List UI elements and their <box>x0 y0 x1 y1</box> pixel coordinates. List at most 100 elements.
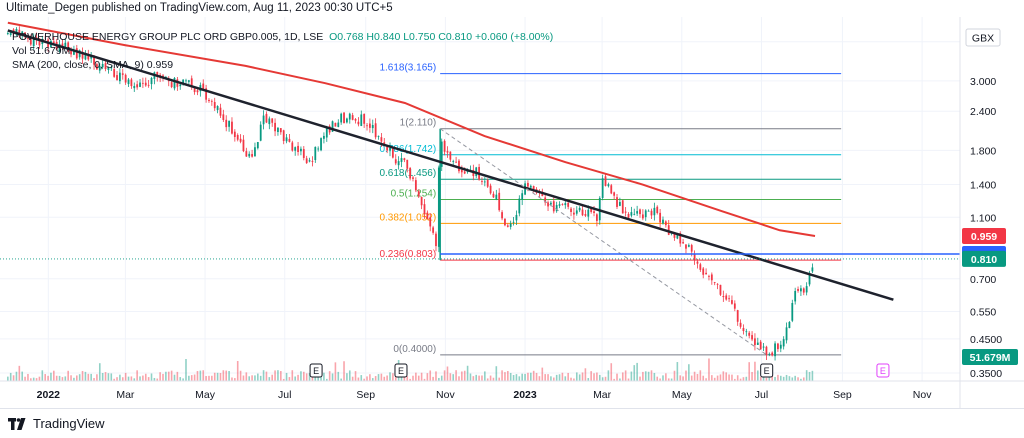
volume-bar <box>676 362 679 381</box>
volume-bar <box>711 375 713 381</box>
volume-bar <box>87 373 90 381</box>
volume-bar <box>463 370 466 381</box>
candle-body <box>107 67 110 70</box>
volume-bar <box>630 371 633 381</box>
volume-bar <box>179 377 182 381</box>
x-tick-label: May <box>672 389 693 401</box>
candle-body <box>751 335 753 340</box>
currency-label: GBX <box>972 33 994 45</box>
candle-body <box>613 192 616 196</box>
candle-body <box>440 141 443 167</box>
candle-body <box>587 209 590 217</box>
volume-bar <box>294 376 296 381</box>
volume-bar <box>797 377 799 381</box>
volume-bar <box>35 378 38 381</box>
volume-bar <box>162 373 164 381</box>
volume-bar <box>334 362 337 381</box>
volume-bar <box>509 372 512 381</box>
volume-bar <box>690 375 693 381</box>
volume-bar <box>811 370 814 381</box>
volume-bar <box>409 378 411 381</box>
x-tick-label: Jul <box>278 389 291 401</box>
volume-bar <box>417 375 420 381</box>
candle-body <box>196 90 199 93</box>
volume-bar <box>331 373 334 381</box>
candle-body <box>219 107 222 116</box>
candle-body <box>391 147 394 158</box>
candle-body <box>805 286 808 293</box>
candle-body <box>676 233 679 239</box>
volume-bar <box>24 376 26 381</box>
volume-bar <box>598 374 601 381</box>
footer: TradingView <box>0 408 1024 438</box>
volume-bar <box>47 375 49 381</box>
candle-body <box>705 272 707 275</box>
volume-bar <box>693 371 696 381</box>
candle-body <box>593 211 595 214</box>
volume-bar <box>7 376 9 381</box>
candle-body <box>696 261 699 264</box>
volume-bar <box>653 372 656 381</box>
volume-bar <box>587 378 590 381</box>
volume-bar <box>199 370 202 381</box>
volume-bar <box>348 370 351 381</box>
candle-body <box>667 225 670 235</box>
candle-body <box>630 212 633 216</box>
volume-bar <box>759 376 762 381</box>
candle-body <box>765 346 768 355</box>
candle-body <box>449 151 452 160</box>
candle-body <box>432 227 435 233</box>
candle-body <box>521 193 524 200</box>
currency-box[interactable]: GBX <box>965 28 1001 47</box>
volume-bar <box>616 373 618 381</box>
volume-bar <box>685 370 687 381</box>
volume-bar <box>515 374 518 381</box>
candle-body <box>446 151 449 153</box>
volume-bar <box>573 378 575 381</box>
volume-bar <box>81 370 84 381</box>
candle-body <box>308 160 311 162</box>
candle-body <box>558 204 561 206</box>
x-axis: 2022 Mar May Jul Sep Nov 2023 Mar May Jul Sep Nov <box>37 389 933 401</box>
volume-bar <box>739 378 742 381</box>
candle-body <box>294 147 297 151</box>
candle-body <box>518 198 521 214</box>
volume-bar <box>211 375 213 381</box>
volume-bar <box>366 376 368 381</box>
fib-level-label: 0(0.4000) <box>393 344 436 355</box>
candle-body <box>699 264 702 270</box>
volume-bar <box>346 373 348 381</box>
candle-body <box>443 140 446 152</box>
volume-bar <box>262 370 265 381</box>
volume-bar <box>636 362 638 381</box>
candle-body <box>248 153 251 157</box>
candle-body <box>607 184 610 187</box>
volume-bar <box>159 372 161 381</box>
earnings-box <box>394 363 408 378</box>
candle-body <box>417 191 420 197</box>
candle-body <box>179 84 182 87</box>
candle-body <box>679 233 682 244</box>
candle-body <box>84 54 87 60</box>
volume-bar <box>234 378 236 381</box>
volume-bar <box>440 375 443 381</box>
tradingview-logo[interactable]: TradingView <box>8 416 105 431</box>
volume-bar <box>639 376 641 381</box>
volume-bar <box>173 374 176 381</box>
candle-body <box>779 344 782 349</box>
candle-body <box>302 149 305 158</box>
volume-bar <box>736 375 739 381</box>
candle-body <box>731 300 733 304</box>
volume-bar <box>245 372 248 381</box>
candle-body <box>570 208 572 212</box>
candle-body <box>147 84 150 86</box>
candle-body <box>236 135 239 140</box>
volume-bar <box>530 372 532 381</box>
volume-bar <box>426 373 429 381</box>
candle-body <box>325 127 328 138</box>
candle-body <box>725 295 728 300</box>
price-chart[interactable]: 0(0.4000) 0.236(0.803) 0.382(1.052) 0.5(1.2… <box>0 17 1024 408</box>
tradingview-logo-icon <box>8 417 26 430</box>
candle-body <box>18 29 21 35</box>
